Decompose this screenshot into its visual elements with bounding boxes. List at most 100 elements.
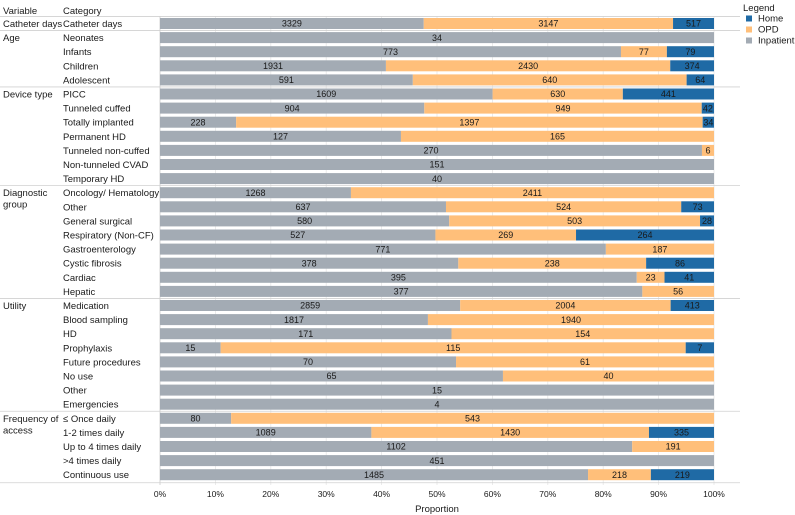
category-label: Cardiac xyxy=(63,273,96,284)
bar-row: Respiratory (Non-CF) 527 269 264 xyxy=(63,229,714,242)
bar-segment-home xyxy=(702,116,714,128)
bar-row: >4 times daily 451 xyxy=(63,455,714,467)
data-label: 65 xyxy=(326,371,336,381)
legend-swatch xyxy=(746,15,752,22)
header-category: Category xyxy=(63,6,102,17)
data-label: 70 xyxy=(303,357,313,367)
bar-segment-inpatient xyxy=(160,300,461,311)
data-label: 219 xyxy=(675,470,690,480)
category-label: Totally implanted xyxy=(63,118,134,129)
bar-row: Other 15 xyxy=(63,384,714,397)
category-label: Neonates xyxy=(63,33,104,44)
x-tick-label: 70% xyxy=(539,489,556,499)
bar-segment-opd xyxy=(231,412,714,424)
bar-segment-home xyxy=(670,60,714,72)
data-label: 23 xyxy=(646,273,656,283)
category-label: Temporary HD xyxy=(63,174,124,185)
variable-label: Age xyxy=(3,33,20,44)
data-label: 949 xyxy=(555,103,570,113)
bar-row: Medication 2859 2004 413 xyxy=(63,300,714,312)
legend-label: OPD xyxy=(758,25,779,36)
data-label: 1609 xyxy=(316,89,336,99)
data-label: 1089 xyxy=(256,428,276,438)
bar-segment-inpatient xyxy=(160,455,714,467)
legend-item-home: Home xyxy=(746,14,783,25)
category-label: Oncology/ Hematology xyxy=(63,188,159,199)
category-label: Tunneled non-cuffed xyxy=(63,146,150,157)
data-label: 1268 xyxy=(245,188,265,198)
bar-segment-opd xyxy=(588,469,651,481)
bar-row: Tunneled non-cuffed 270 6 xyxy=(63,144,714,157)
group-2: Device type PICC 1609 630 441 Tunneled cuffed… xyxy=(0,86,740,185)
data-label: 171 xyxy=(298,329,313,339)
variable-label: access xyxy=(3,425,33,436)
data-label: 218 xyxy=(612,470,627,480)
bar-row: Up to 4 times daily 1102 191 xyxy=(63,441,714,453)
category-label: Adolescent xyxy=(63,75,110,86)
x-tick-label: 50% xyxy=(428,489,445,499)
legend-label: Inpatient xyxy=(758,36,795,47)
bar-row: Future procedures 70 61 xyxy=(63,356,714,368)
data-label: 61 xyxy=(580,357,590,367)
bar-row: General surgical 580 503 28 xyxy=(63,215,714,227)
bar-segment-inpatient xyxy=(160,88,493,100)
bar-row: Catheter days 3329 3147 517 xyxy=(63,18,714,30)
bar-segment-opd xyxy=(400,130,714,142)
bar-segment-opd xyxy=(350,187,714,199)
bar-segment-inpatient xyxy=(160,285,643,297)
category-label: Hepatic xyxy=(63,287,95,298)
bar-segment-inpatient xyxy=(160,342,221,354)
bar-segment-opd xyxy=(451,328,714,340)
data-label: 771 xyxy=(375,244,390,254)
data-label: 187 xyxy=(652,244,667,254)
header-variable: Variable xyxy=(3,6,37,17)
data-label: 378 xyxy=(302,258,317,268)
bar-segment-home xyxy=(686,74,714,86)
bar-row: Temporary HD 40 xyxy=(63,173,714,185)
bar-row: Oncology/ Hematology 1268 2411 xyxy=(63,187,714,199)
category-label: Respiratory (Non-CF) xyxy=(63,231,154,242)
bar-segment-opd xyxy=(632,441,714,452)
category-label: PICC xyxy=(63,90,86,101)
bar-row: Permanent HD 127 165 xyxy=(63,130,714,143)
legend-title: Legend xyxy=(743,3,775,14)
bar-segment-home xyxy=(700,215,714,227)
data-label: 413 xyxy=(685,301,700,311)
data-label: 42 xyxy=(703,103,713,113)
bar-segment-inpatient xyxy=(160,271,637,283)
bar-segment-opd xyxy=(492,88,623,100)
legend-item-inpatient: Inpatient xyxy=(746,36,795,47)
category-label: Up to 4 times daily xyxy=(63,442,141,453)
legend-swatch xyxy=(746,37,752,44)
data-label: 154 xyxy=(575,329,590,339)
bar-row: Other 637 524 73 xyxy=(63,201,714,213)
bar-segment-home xyxy=(701,102,714,114)
data-label: 79 xyxy=(685,47,695,57)
bar-segment-inpatient xyxy=(160,116,237,128)
bar-row: Prophylaxis 15 115 7 xyxy=(63,342,714,354)
bar-row: 1-2 times daily 1089 1430 335 xyxy=(63,426,714,439)
category-label: Future procedures xyxy=(63,357,141,368)
category-label: HD xyxy=(63,329,77,340)
bar-segment-opd xyxy=(449,215,701,227)
x-tick-label: 10% xyxy=(207,489,224,499)
bar-segment-inpatient xyxy=(160,469,589,481)
data-label: 34 xyxy=(703,117,713,127)
bar-segment-opd xyxy=(435,229,577,241)
bar-segment-home xyxy=(576,229,714,241)
bar-segment-opd xyxy=(423,18,674,29)
data-label: 640 xyxy=(542,75,557,85)
data-label: 580 xyxy=(297,216,312,226)
data-label: 451 xyxy=(429,456,444,466)
category-label: >4 times daily xyxy=(63,456,122,467)
bar-segment-inpatient xyxy=(160,398,714,410)
data-label: 77 xyxy=(639,47,649,57)
data-label: 773 xyxy=(383,47,398,57)
variable-label: Device type xyxy=(3,90,53,101)
bar-row: Totally implanted 228 1397 34 xyxy=(63,116,714,129)
data-label: 517 xyxy=(686,19,701,29)
data-label: 335 xyxy=(674,428,689,438)
data-label: 40 xyxy=(603,371,613,381)
